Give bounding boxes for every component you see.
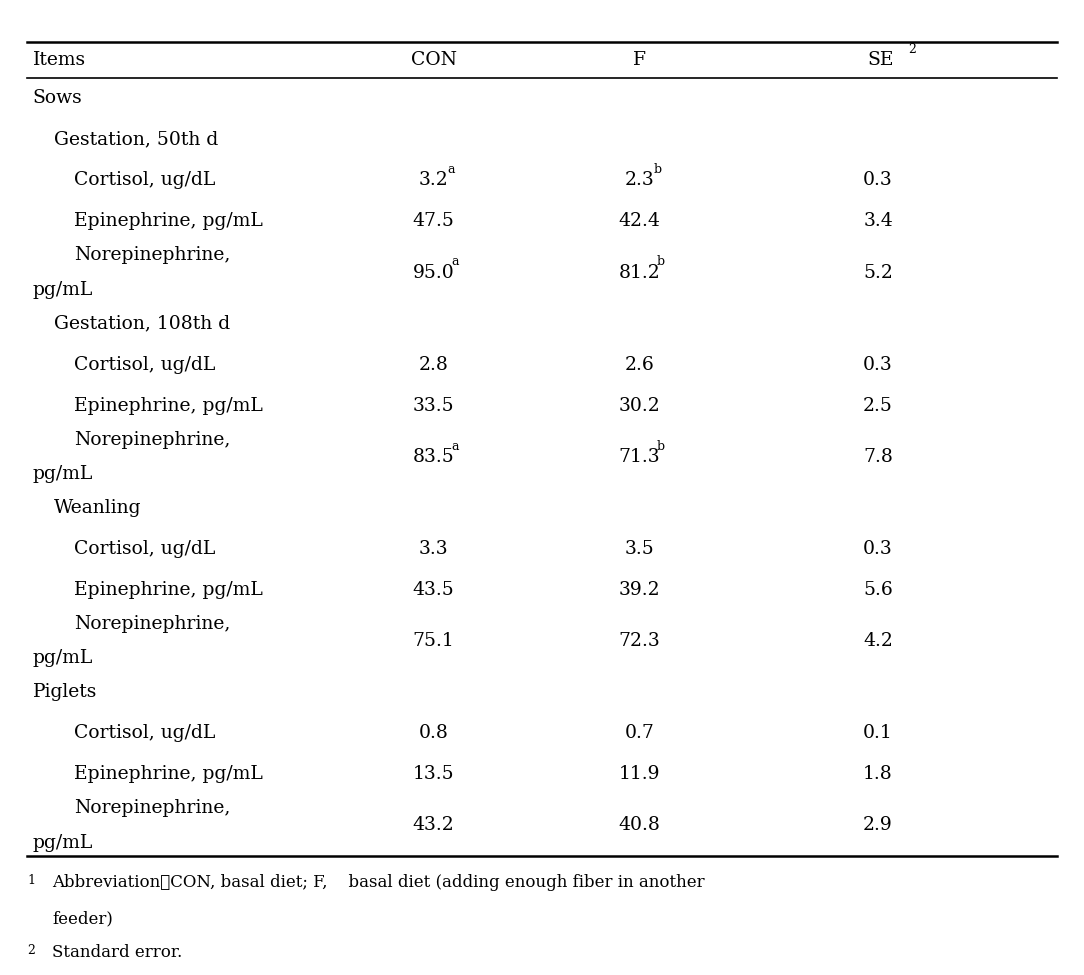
Text: 1.8: 1.8 bbox=[863, 765, 893, 783]
Text: 5.6: 5.6 bbox=[863, 581, 893, 599]
Text: 83.5: 83.5 bbox=[413, 448, 454, 466]
Text: pg/mL: pg/mL bbox=[33, 834, 93, 851]
Text: 3.3: 3.3 bbox=[418, 540, 449, 558]
Text: 3.4: 3.4 bbox=[863, 213, 893, 230]
Text: 43.2: 43.2 bbox=[413, 816, 454, 835]
Text: Epinephrine, pg/mL: Epinephrine, pg/mL bbox=[74, 397, 262, 414]
Text: Norepinephrine,: Norepinephrine, bbox=[74, 615, 230, 633]
Text: 1: 1 bbox=[27, 874, 35, 886]
Text: 0.3: 0.3 bbox=[863, 540, 893, 558]
Text: 2.6: 2.6 bbox=[624, 356, 655, 373]
Text: pg/mL: pg/mL bbox=[33, 649, 93, 667]
Text: 30.2: 30.2 bbox=[619, 397, 660, 414]
Text: pg/mL: pg/mL bbox=[33, 465, 93, 483]
Text: 13.5: 13.5 bbox=[413, 765, 454, 783]
Text: 2.9: 2.9 bbox=[863, 816, 893, 835]
Text: Gestation, 108th d: Gestation, 108th d bbox=[54, 315, 230, 332]
Text: 72.3: 72.3 bbox=[619, 632, 660, 650]
Text: 0.3: 0.3 bbox=[863, 172, 893, 189]
Text: Norepinephrine,: Norepinephrine, bbox=[74, 431, 230, 448]
Text: 3.2: 3.2 bbox=[418, 172, 449, 189]
Text: 5.2: 5.2 bbox=[863, 263, 893, 282]
Text: Norepinephrine,: Norepinephrine, bbox=[74, 800, 230, 817]
Text: 0.8: 0.8 bbox=[418, 724, 449, 742]
Text: Norepinephrine,: Norepinephrine, bbox=[74, 247, 230, 264]
Text: F: F bbox=[633, 52, 646, 69]
Text: a: a bbox=[448, 163, 455, 176]
Text: 2: 2 bbox=[908, 43, 916, 57]
Text: 43.5: 43.5 bbox=[413, 581, 454, 599]
Text: Sows: Sows bbox=[33, 90, 82, 107]
Text: 47.5: 47.5 bbox=[413, 213, 454, 230]
Text: b: b bbox=[657, 440, 664, 452]
Text: a: a bbox=[451, 255, 459, 268]
Text: 7.8: 7.8 bbox=[863, 448, 893, 466]
Text: 2.5: 2.5 bbox=[863, 397, 893, 414]
Text: Piglets: Piglets bbox=[33, 683, 96, 701]
Text: Gestation, 50th d: Gestation, 50th d bbox=[54, 131, 219, 148]
Text: 2: 2 bbox=[27, 944, 35, 956]
Text: CON: CON bbox=[411, 52, 456, 69]
Text: Weanling: Weanling bbox=[54, 499, 142, 517]
Text: 95.0: 95.0 bbox=[413, 263, 454, 282]
Text: pg/mL: pg/mL bbox=[33, 281, 93, 298]
Text: SE: SE bbox=[867, 52, 893, 69]
Text: Abbreviation：CON, basal diet; F,    basal diet (adding enough fiber in another: Abbreviation：CON, basal diet; F, basal d… bbox=[52, 874, 705, 890]
Text: 11.9: 11.9 bbox=[619, 765, 660, 783]
Text: 0.1: 0.1 bbox=[863, 724, 893, 742]
Text: 2.3: 2.3 bbox=[624, 172, 655, 189]
Text: 75.1: 75.1 bbox=[413, 632, 454, 650]
Text: 39.2: 39.2 bbox=[619, 581, 660, 599]
Text: 0.7: 0.7 bbox=[624, 724, 655, 742]
Text: Standard error.: Standard error. bbox=[52, 944, 182, 960]
Text: 33.5: 33.5 bbox=[413, 397, 454, 414]
Text: Epinephrine, pg/mL: Epinephrine, pg/mL bbox=[74, 581, 262, 599]
Text: Cortisol, ug/dL: Cortisol, ug/dL bbox=[74, 172, 215, 189]
Text: 4.2: 4.2 bbox=[863, 632, 893, 650]
Text: 0.3: 0.3 bbox=[863, 356, 893, 373]
Text: b: b bbox=[654, 163, 661, 176]
Text: 3.5: 3.5 bbox=[624, 540, 655, 558]
Text: 40.8: 40.8 bbox=[619, 816, 660, 835]
Text: 42.4: 42.4 bbox=[619, 213, 660, 230]
Text: a: a bbox=[451, 440, 459, 452]
Text: Items: Items bbox=[33, 52, 86, 69]
Text: Epinephrine, pg/mL: Epinephrine, pg/mL bbox=[74, 213, 262, 230]
Text: Cortisol, ug/dL: Cortisol, ug/dL bbox=[74, 356, 215, 373]
Text: Epinephrine, pg/mL: Epinephrine, pg/mL bbox=[74, 765, 262, 783]
Text: Cortisol, ug/dL: Cortisol, ug/dL bbox=[74, 724, 215, 742]
Text: feeder): feeder) bbox=[52, 911, 113, 927]
Text: 81.2: 81.2 bbox=[619, 263, 660, 282]
Text: Cortisol, ug/dL: Cortisol, ug/dL bbox=[74, 540, 215, 558]
Text: b: b bbox=[657, 255, 664, 268]
Text: 2.8: 2.8 bbox=[418, 356, 449, 373]
Text: 71.3: 71.3 bbox=[619, 448, 660, 466]
